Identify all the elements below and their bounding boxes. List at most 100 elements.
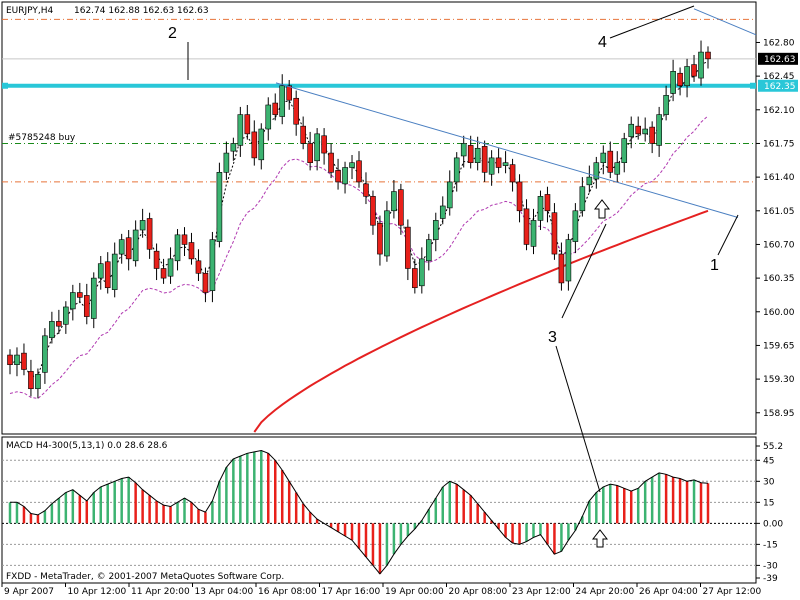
y-tick-label: 159.30 xyxy=(763,375,795,385)
candle-body xyxy=(705,51,711,60)
hline-price-label: 162.35 xyxy=(764,82,796,92)
candle-body xyxy=(251,131,258,159)
main-panel-border xyxy=(1,1,757,435)
y-tick-label: 162.10 xyxy=(763,106,795,116)
candle-body xyxy=(237,114,244,146)
candle-body xyxy=(49,321,55,339)
buy-order-label: #5785248 buy xyxy=(8,133,76,143)
candle-body xyxy=(495,157,502,168)
candle-body xyxy=(160,268,167,279)
candle-body xyxy=(139,220,146,231)
candle-body xyxy=(649,126,655,144)
y-axis-labels: 162.80 162.45 162.10 161.75 161.40 161.05 160.… xyxy=(756,38,795,419)
candle-body xyxy=(216,172,223,242)
candle-body xyxy=(63,306,69,325)
current-price-box: 162.63 xyxy=(758,52,798,65)
candle-body xyxy=(356,160,362,183)
candle-body xyxy=(42,335,48,373)
candle-body xyxy=(314,133,320,162)
candle-body xyxy=(516,181,523,212)
macd-tick-label: -39 xyxy=(763,574,778,584)
candle-body xyxy=(558,253,565,284)
candle-body xyxy=(509,164,516,183)
candle-body xyxy=(663,95,669,115)
x-tick-label: 13 Apr 04:00 xyxy=(195,587,254,597)
candle-body xyxy=(342,167,348,185)
candle-body xyxy=(481,146,488,173)
candle-body xyxy=(670,71,676,94)
candle-body xyxy=(405,226,411,269)
candle-body xyxy=(572,210,579,242)
y-tick-label: 162.80 xyxy=(763,38,795,48)
candle-body xyxy=(111,253,118,290)
candle-body xyxy=(642,128,648,135)
current-price-label: 162.63 xyxy=(764,55,796,65)
annotation-3-pointer-lower xyxy=(555,345,601,493)
candle-body xyxy=(691,64,697,77)
annotation-1-pointer xyxy=(717,214,739,256)
candle-body xyxy=(209,239,216,291)
x-tick-label: 9 Apr 2007 xyxy=(4,587,54,597)
y-tick-label: 162.45 xyxy=(763,72,795,82)
candle-body xyxy=(335,170,341,183)
macd-tick-label: -15 xyxy=(763,540,778,550)
candle-body xyxy=(677,72,683,87)
candle-body xyxy=(21,352,27,370)
candle-body xyxy=(35,373,41,390)
annotation-3-pointer-upper xyxy=(561,223,607,319)
y-tick-label: 161.75 xyxy=(763,139,795,149)
candle-body xyxy=(56,321,62,327)
candle-body xyxy=(167,258,174,277)
candle-body xyxy=(600,152,607,163)
arrow-up-icon xyxy=(593,199,611,219)
candle-body xyxy=(258,128,265,161)
candle-body xyxy=(523,208,530,245)
macd-y-axis-labels: 55.2 45 30 15 0.00 -15 -30 -39 xyxy=(756,442,783,584)
candle-body xyxy=(593,162,600,180)
candle-body xyxy=(551,212,558,255)
y-tick-label: 159.65 xyxy=(763,341,795,351)
candle-body xyxy=(460,143,467,157)
candle-body xyxy=(328,152,334,173)
ma-fast-line xyxy=(9,61,709,378)
x-tick-label: 24 Apr 20:00 xyxy=(576,587,635,597)
candle-body xyxy=(202,273,209,293)
candle-body xyxy=(412,268,418,289)
candle-body xyxy=(453,157,460,183)
candle-body xyxy=(544,194,551,212)
chart-title: EURJPY,H4 xyxy=(6,6,54,16)
macd-tick-label: 30 xyxy=(763,477,775,487)
candle-body xyxy=(132,229,139,262)
candle-body xyxy=(174,234,181,262)
x-tick-label: 10 Apr 12:00 xyxy=(68,587,127,597)
candle-body xyxy=(90,277,97,319)
hline-price-box: 162.35 xyxy=(758,79,798,92)
candle-body xyxy=(432,220,439,240)
hline-handle-left xyxy=(2,82,8,89)
candle-body xyxy=(14,354,20,365)
candle-body xyxy=(635,125,642,135)
arrow-up-icon-macd xyxy=(591,529,609,548)
candle-body xyxy=(104,261,111,289)
x-tick-label: 19 Apr 00:00 xyxy=(385,587,444,597)
y-tick-label: 161.05 xyxy=(763,207,795,217)
candle-body xyxy=(530,220,537,247)
candle-body xyxy=(384,210,390,257)
x-tick-label: 26 Apr 04:00 xyxy=(639,587,698,597)
candle-body xyxy=(586,176,593,186)
candle-body xyxy=(419,258,425,287)
candles-group xyxy=(7,40,711,399)
macd-tick-label: 55.2 xyxy=(763,442,783,452)
macd-indicator-label: MACD H4-300(5,13,1) 0.0 28.6 28.6 xyxy=(6,441,168,451)
candle-body xyxy=(349,162,355,168)
candle-body xyxy=(321,135,327,154)
x-tick-label: 11 Apr 20:00 xyxy=(131,587,190,597)
candle-body xyxy=(188,242,195,260)
ohlc-header: 162.74 162.88 162.63 162.63 xyxy=(74,6,209,16)
candle-body xyxy=(565,239,572,282)
trendline-resistance xyxy=(275,82,739,218)
candle-body xyxy=(537,196,544,221)
candle-body xyxy=(363,183,369,197)
candle-body xyxy=(425,239,432,262)
